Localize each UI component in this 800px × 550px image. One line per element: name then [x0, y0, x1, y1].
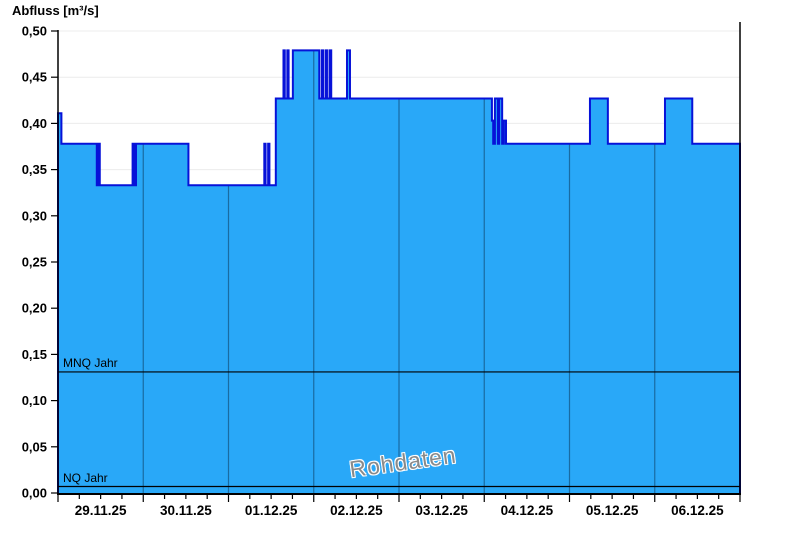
y-tick-label: 0,15 [22, 347, 47, 362]
y-tick-label: 0,20 [22, 301, 47, 316]
y-tick-label: 0,35 [22, 162, 47, 177]
y-tick-label: 0,40 [22, 116, 47, 131]
y-tick-label: 0,00 [22, 486, 47, 501]
y-tick-label: 0,45 [22, 70, 47, 85]
x-axis: 29.11.25 30.11.25 01.12.25 02.12.25 03.12.25… [57, 495, 741, 518]
x-tick-label: 06.12.25 [671, 503, 724, 518]
y-tick-label: 0,10 [22, 393, 47, 408]
x-tick-label: 03.12.25 [415, 503, 468, 518]
discharge-line [57, 49, 741, 493]
x-tick-label: 30.11.25 [160, 503, 212, 518]
y-tick-label: 0,05 [22, 439, 47, 454]
x-tick-label: 29.11.25 [75, 503, 127, 518]
chart-title: Abfluss [m³/s] [12, 3, 99, 18]
y-axis: 0,00 0,05 0,10 0,15 0,20 0,25 0,30 0,35 0,40 0,45… [22, 24, 58, 501]
nq-year-label: NQ Jahr [63, 471, 108, 485]
mnq-year-label: MNQ Jahr [63, 356, 118, 370]
x-tick-label: 01.12.25 [245, 503, 298, 518]
y-tick-label: 0,50 [22, 24, 47, 39]
x-tick-label: 02.12.25 [330, 503, 383, 518]
y-tick-label: 0,25 [22, 255, 47, 270]
x-tick-label: 05.12.25 [586, 503, 639, 518]
x-tick-label: 04.12.25 [501, 503, 554, 518]
y-tick-label: 0,30 [22, 208, 47, 223]
